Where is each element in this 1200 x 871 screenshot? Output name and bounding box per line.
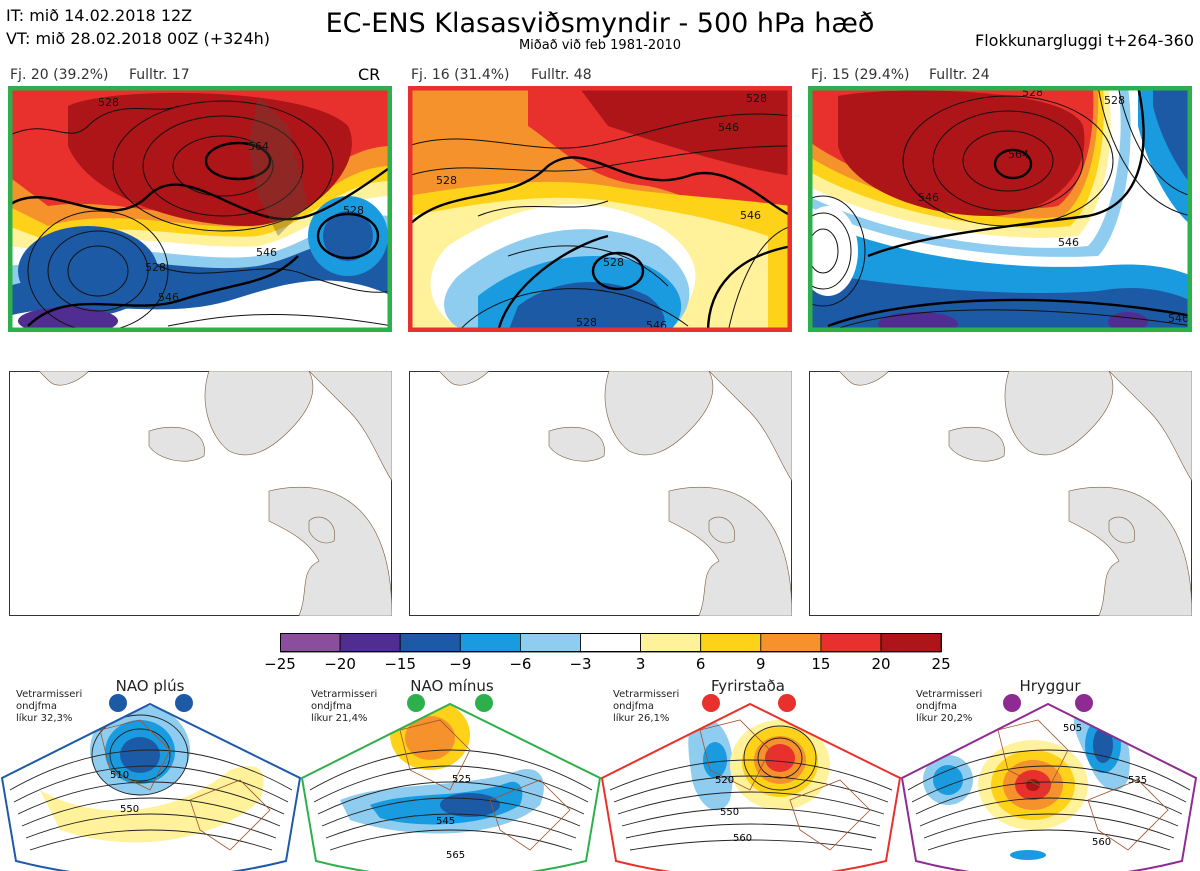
panel-1-count: Fj. 20 (39.2%) bbox=[10, 67, 109, 83]
regime-1-marker bbox=[109, 694, 127, 712]
regime-4-marker bbox=[1075, 694, 1093, 712]
regime-1-contour-label: 510 bbox=[110, 770, 129, 781]
panel-1-representative: Fulltr. 17 bbox=[129, 67, 190, 83]
regime-4-contour-label: 505 bbox=[1063, 723, 1082, 734]
panel-2-border bbox=[408, 86, 792, 332]
regime-map-blocking: 520 550 560 bbox=[600, 694, 902, 871]
panel-1-control-run-tag: CR bbox=[358, 65, 381, 84]
cluster-map-2: 528 546 546 528 528 546 528 bbox=[408, 86, 792, 332]
panel-1-contour-label: 564 bbox=[248, 140, 269, 153]
regime-map-ridge: 505 535 560 bbox=[900, 694, 1198, 871]
panel-2-contour-label: 528 bbox=[746, 92, 767, 105]
regime-4-contour-label: 535 bbox=[1128, 775, 1147, 786]
regime-3-note: Vetrarmisseri ondjfma líkur 26,1% bbox=[613, 689, 680, 724]
colorbar-cell bbox=[459, 633, 521, 653]
regime-2-contour-label: 525 bbox=[452, 774, 471, 785]
colorbar-cell bbox=[280, 633, 341, 653]
regime-2-contour-label: 565 bbox=[446, 850, 465, 861]
panel-1-contour-label: 546 bbox=[256, 246, 277, 259]
regime-1-marker bbox=[175, 694, 193, 712]
regime-4-title: Hryggur bbox=[1019, 677, 1081, 695]
regime-2-outline bbox=[300, 702, 602, 871]
colorbar-tick-label: 3 bbox=[635, 655, 646, 673]
valid-time: VT: mið 28.02.2018 00Z (+324h) bbox=[6, 29, 271, 48]
colorbar-tick-label: 9 bbox=[756, 655, 766, 673]
regime-1-note: Vetrarmisseri ondjfma líkur 32,3% bbox=[16, 689, 83, 724]
colorbar-cell bbox=[339, 633, 401, 653]
regime-3-contour-label: 560 bbox=[733, 833, 752, 844]
panel-3-representative: Fulltr. 24 bbox=[929, 67, 990, 83]
regime-4-marker bbox=[1003, 694, 1021, 712]
panel-2-count: Fj. 16 (31.4%) bbox=[411, 67, 510, 83]
classification-window: Flokkunargluggi t+264-360 bbox=[975, 31, 1194, 50]
regime-4-outline bbox=[900, 702, 1198, 871]
panel-2-contour-label: 546 bbox=[718, 121, 739, 134]
panel-3-count: Fj. 15 (29.4%) bbox=[811, 67, 910, 83]
regime-3-contour-label: 550 bbox=[720, 807, 739, 818]
colorbar-tick-label: −25 bbox=[264, 655, 296, 673]
run-info: IT: mið 14.02.2018 12Z VT: mið 28.02.201… bbox=[6, 4, 270, 50]
regime-1-outline bbox=[0, 702, 302, 871]
base-map-3 bbox=[809, 371, 1192, 616]
panel-1-contour-label: 528 bbox=[343, 204, 364, 217]
cluster-map-1: 564 528 546 546 528 528 bbox=[8, 86, 392, 332]
regime-map-nao-minus: 525 545 565 bbox=[300, 694, 602, 871]
regime-2-contour-label: 545 bbox=[436, 816, 455, 827]
colorbar-cell bbox=[820, 633, 882, 653]
colorbar-tick-label: −20 bbox=[324, 655, 356, 673]
colorbar-cell bbox=[519, 633, 581, 653]
regime-2-marker bbox=[407, 694, 425, 712]
colorbar-tick-label: 20 bbox=[871, 655, 891, 673]
base-map-2 bbox=[409, 371, 792, 616]
colorbar-cell bbox=[760, 633, 822, 653]
panel-1-contour-label: 546 bbox=[158, 291, 179, 304]
panel-2-contour-label: 528 bbox=[603, 256, 624, 269]
colorbar-cell bbox=[580, 633, 641, 653]
colorbar-cell bbox=[640, 633, 702, 653]
regime-3-marker bbox=[702, 694, 720, 712]
panel-3-contour-label: 546 bbox=[1058, 236, 1079, 249]
colorbar bbox=[280, 633, 942, 653]
regime-1-title: NAO plús bbox=[115, 677, 185, 695]
regime-1-contour-label: 550 bbox=[120, 804, 139, 815]
panel-3-contour-label: 546 bbox=[1168, 312, 1189, 325]
panel-1-contour-label: 528 bbox=[145, 261, 166, 274]
panel-2-contour-label: 528 bbox=[576, 316, 597, 329]
regime-map-nao-plus: 510 550 bbox=[0, 694, 302, 871]
colorbar-tick-label: −15 bbox=[384, 655, 417, 673]
regime-2-title: NAO mínus bbox=[410, 677, 494, 695]
colorbar-tick-label: −3 bbox=[569, 655, 592, 673]
page-subtitle: Miðað við feb 1981-2010 bbox=[518, 38, 682, 53]
regime-4-contour-label: 560 bbox=[1092, 837, 1111, 848]
page-title: EC-ENS Klasasviðsmyndir - 500 hPa hæð bbox=[325, 8, 875, 39]
base-map-1 bbox=[9, 371, 392, 616]
panel-1-contour-label: 528 bbox=[98, 96, 119, 109]
panel-2-representative: Fulltr. 48 bbox=[531, 67, 592, 83]
panel-1-border bbox=[8, 86, 392, 332]
colorbar-cell bbox=[880, 633, 942, 653]
colorbar-cell bbox=[700, 633, 762, 653]
panel-2-contour-label: 546 bbox=[740, 209, 761, 222]
panel-3-contour-label: 528 bbox=[1104, 94, 1125, 107]
regime-2-marker bbox=[475, 694, 493, 712]
panel-3-contour-label: 546 bbox=[918, 191, 939, 204]
colorbar-tick-label: 15 bbox=[811, 655, 831, 673]
regime-2-note: Vetrarmisseri ondjfma líkur 21,4% bbox=[311, 689, 378, 724]
regime-3-outline bbox=[600, 702, 902, 871]
regime-3-title: Fyrirstaða bbox=[711, 677, 785, 695]
colorbar-tick-label: −9 bbox=[449, 655, 472, 673]
panel-3-border bbox=[808, 86, 1192, 332]
regime-3-contour-label: 520 bbox=[715, 775, 734, 786]
cluster-map-3: 564 546 546 528 528 546 bbox=[808, 86, 1192, 332]
panel-2-contour-label: 528 bbox=[436, 174, 457, 187]
initial-time: IT: mið 14.02.2018 12Z bbox=[6, 6, 193, 25]
colorbar-tick-label: 6 bbox=[695, 655, 706, 673]
regime-4-note: Vetrarmisseri ondjfma líkur 20,2% bbox=[916, 689, 983, 724]
regime-3-marker bbox=[778, 694, 796, 712]
colorbar-cell bbox=[399, 633, 461, 653]
colorbar-tick-label: −6 bbox=[509, 655, 532, 673]
colorbar-tick-label: 25 bbox=[931, 655, 951, 673]
panel-3-contour-label: 564 bbox=[1008, 148, 1029, 161]
